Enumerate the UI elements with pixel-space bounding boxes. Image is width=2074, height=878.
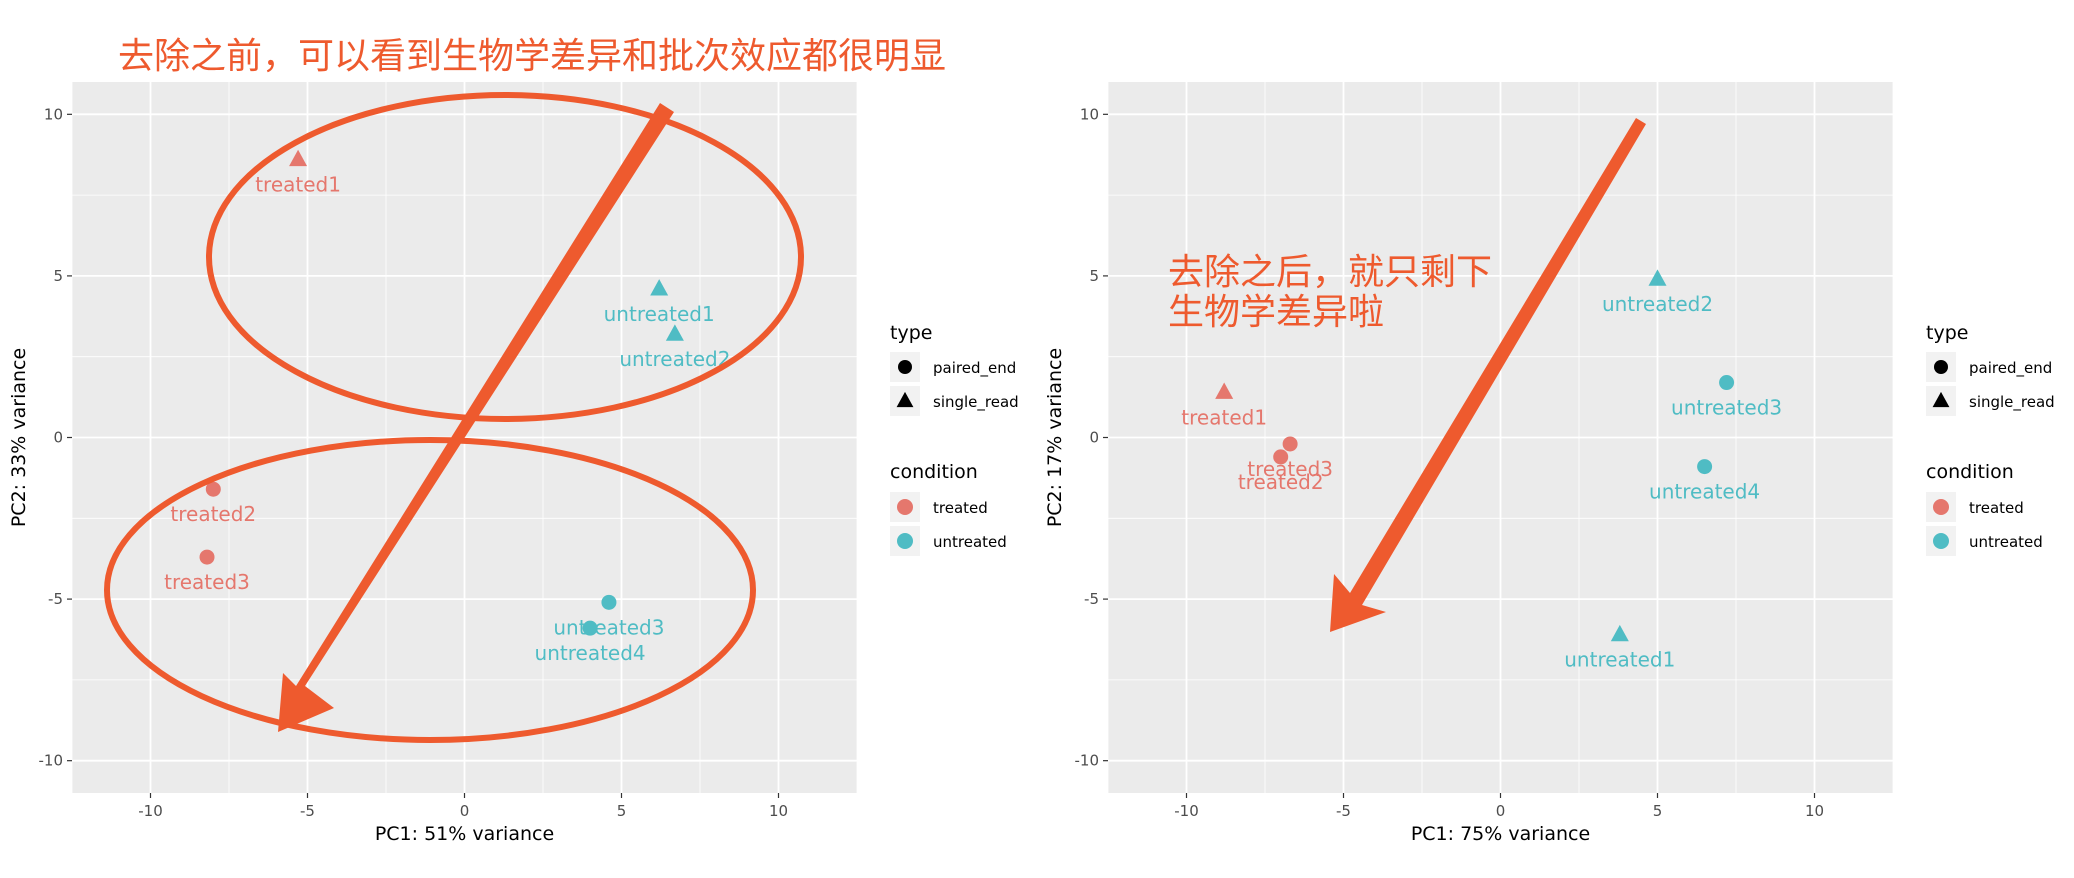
legend-label-treated: treated [1969,499,2024,517]
x-tick-label: 0 [460,802,470,820]
x-tick-label: -5 [1336,802,1351,820]
data-point-untreated3 [1719,375,1735,391]
x-axis-title: PC1: 51% variance [375,823,554,845]
legend-label-treated: treated [933,499,988,517]
x-tick-label: -10 [1174,802,1199,820]
annotation-ellipse-top [206,92,804,422]
data-point-treated2 [1273,449,1289,465]
legend-type-title: type [1926,322,1968,344]
legend-key-treated [897,499,913,515]
legend-type-title: type [890,322,932,344]
legend-label-single_read: single_read [1969,393,2055,412]
legend-label-paired_end: paired_end [1969,359,2052,378]
point-label-treated2: treated2 [170,502,256,526]
x-tick-label: -10 [138,802,163,820]
x-axis-title: PC1: 75% variance [1411,823,1590,845]
point-label-treated1: treated1 [255,173,341,197]
legend-key-paired_end [1934,360,1948,374]
y-tick-label: 10 [1080,105,1099,123]
annotation-after-text-line-2: 生物学差异啦 [1168,292,1384,333]
point-label-untreated3: untreated3 [553,615,664,639]
legend-condition-title: condition [890,461,978,483]
legend-key-treated [1933,499,1949,515]
data-point-untreated2 [1648,269,1667,286]
y-tick-label: 10 [44,105,63,123]
point-label-treated3: treated3 [164,570,250,594]
x-tick-label: 10 [769,802,788,820]
y-tick-label: -10 [39,752,64,770]
y-tick-label: -5 [48,590,63,608]
data-point-treated3 [1282,436,1298,452]
point-label-treated1: treated1 [1181,405,1267,429]
annotation-arrow-right [1330,118,1646,632]
data-point-untreated3 [601,594,617,610]
point-label-untreated3: untreated3 [1671,396,1782,420]
data-point-treated3 [199,549,215,565]
data-point-treated2 [205,481,221,497]
pca-panel-1: -10 -5 0 5 10 -10 -5 0 5 10 PC1: 51% variance PC2: … [8,82,1019,845]
annotation-arrow-left [278,103,674,732]
point-label-treated2: treated2 [1238,470,1324,494]
data-point-treated1 [1215,382,1234,399]
x-tick-label: 0 [1496,802,1506,820]
pca-panel-2: -10 -5 0 5 10 -10 -5 0 5 10 PC1: 75% variance PC2: … [1044,82,2055,845]
x-tick-label: 5 [1653,802,1663,820]
annotation-ellipse-bottom [104,437,756,743]
legend-label-untreated: untreated [1969,533,2043,551]
y-tick-label: -10 [1075,752,1100,770]
legend-condition-title: condition [1926,461,2014,483]
legend-label-single_read: single_read [933,393,1019,412]
legend-key-paired_end [898,360,912,374]
legend-key-untreated [897,533,913,549]
y-tick-label: 0 [1089,429,1099,447]
point-label-treated3: treated3 [1247,457,1333,481]
data-point-untreated2 [665,324,684,341]
point-label-untreated1: untreated1 [604,302,715,326]
y-tick-label: -5 [1084,590,1099,608]
y-tick-label: 5 [53,267,63,285]
data-point-untreated1 [1610,624,1629,642]
x-tick-label: 5 [617,802,627,820]
y-tick-label: 0 [53,429,63,447]
y-axis-title: PC2: 17% variance [1044,348,1066,527]
point-label-untreated2: untreated2 [1602,292,1713,316]
legend-key-untreated [1933,533,1949,549]
data-point-treated1 [289,149,308,167]
y-tick-label: 5 [1089,267,1099,285]
data-point-untreated1 [650,279,669,296]
point-label-untreated4: untreated4 [535,641,646,665]
legend-key-single_read [896,391,914,408]
legend-label-untreated: untreated [933,533,1007,551]
x-tick-label: -5 [300,802,315,820]
x-tick-label: 10 [1805,802,1824,820]
y-axis-title: PC2: 33% variance [8,348,30,527]
data-point-untreated4 [582,620,598,636]
point-label-untreated1: untreated1 [1564,648,1675,672]
point-label-untreated2: untreated2 [619,347,730,371]
data-point-untreated4 [1697,459,1713,475]
legend-label-paired_end: paired_end [933,359,1016,378]
legend-key-single_read [1932,391,1950,408]
annotation-before-text: 去除之前，可以看到生物学差异和批次效应都很明显 [118,36,946,77]
annotation-after-text-line-1: 去除之后，就只剩下 [1168,252,1492,293]
point-label-untreated4: untreated4 [1649,480,1760,504]
